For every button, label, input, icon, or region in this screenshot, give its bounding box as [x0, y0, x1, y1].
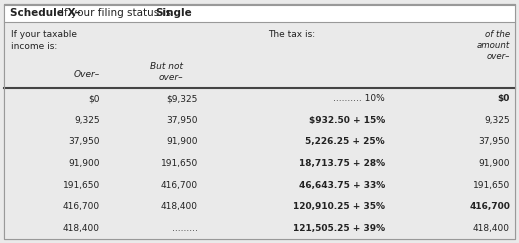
- Bar: [4, 174, 515, 196]
- Text: .......... 10%: .......... 10%: [333, 94, 385, 103]
- Text: 91,900: 91,900: [167, 138, 198, 147]
- Text: Schedule X–: Schedule X–: [10, 9, 80, 18]
- Bar: [4, 22, 515, 88]
- Text: 191,650: 191,650: [63, 181, 100, 190]
- Text: of the: of the: [485, 30, 510, 39]
- Text: 18,713.75 + 28%: 18,713.75 + 28%: [299, 159, 385, 168]
- Text: over–: over–: [486, 52, 510, 61]
- Text: 416,700: 416,700: [161, 181, 198, 190]
- Text: 37,950: 37,950: [69, 138, 100, 147]
- Bar: [4, 88, 515, 110]
- Text: 91,900: 91,900: [479, 159, 510, 168]
- Text: The tax is:: The tax is:: [268, 30, 315, 39]
- Text: 46,643.75 + 33%: 46,643.75 + 33%: [299, 181, 385, 190]
- Text: Single: Single: [156, 9, 193, 18]
- Text: 91,900: 91,900: [69, 159, 100, 168]
- Bar: [4, 5, 515, 22]
- Text: $9,325: $9,325: [167, 94, 198, 103]
- Bar: [4, 153, 515, 174]
- Text: 37,950: 37,950: [167, 116, 198, 125]
- Text: $0: $0: [89, 94, 100, 103]
- Text: 37,950: 37,950: [479, 138, 510, 147]
- Text: 120,910.25 + 35%: 120,910.25 + 35%: [293, 202, 385, 211]
- Text: 416,700: 416,700: [63, 202, 100, 211]
- Bar: [4, 131, 515, 153]
- Bar: [4, 196, 515, 217]
- Text: 191,650: 191,650: [473, 181, 510, 190]
- Text: .........: .........: [172, 224, 198, 233]
- Text: 418,400: 418,400: [63, 224, 100, 233]
- Text: 418,400: 418,400: [161, 202, 198, 211]
- Text: 9,325: 9,325: [484, 116, 510, 125]
- Text: Over–: Over–: [74, 70, 100, 79]
- Bar: [4, 110, 515, 131]
- Text: 191,650: 191,650: [161, 159, 198, 168]
- Text: $0: $0: [498, 94, 510, 103]
- Text: $932.50 + 15%: $932.50 + 15%: [309, 116, 385, 125]
- Text: 418,400: 418,400: [473, 224, 510, 233]
- Text: over–: over–: [158, 73, 183, 82]
- Text: 9,325: 9,325: [74, 116, 100, 125]
- Text: 121,505.25 + 39%: 121,505.25 + 39%: [293, 224, 385, 233]
- Text: 5,226.25 + 25%: 5,226.25 + 25%: [305, 138, 385, 147]
- Text: 416,700: 416,700: [469, 202, 510, 211]
- Text: But not: But not: [150, 62, 183, 71]
- Text: income is:: income is:: [11, 42, 57, 51]
- Bar: [4, 217, 515, 239]
- Text: If your filing status is: If your filing status is: [61, 9, 174, 18]
- Text: If your taxable: If your taxable: [11, 30, 77, 39]
- Text: amount: amount: [477, 41, 510, 50]
